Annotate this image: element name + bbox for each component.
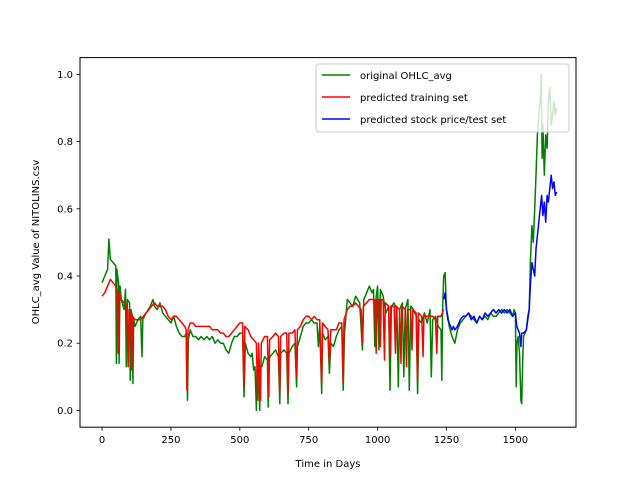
- y-tick-label: 1.0: [57, 70, 73, 81]
- x-tick-label: 500: [230, 435, 249, 446]
- legend-box: [315, 63, 570, 133]
- y-axis-label: OHLC_avg Value of NITOLINS.csv: [31, 160, 42, 325]
- series-line-2: [442, 174, 558, 348]
- legend-label-2: predicted stock price/test set: [360, 115, 506, 126]
- y-tick-label: 0.8: [57, 137, 73, 148]
- x-tick-label: 0: [99, 435, 105, 446]
- plot-frame: [79, 57, 577, 428]
- x-tick-label: 750: [299, 435, 318, 446]
- legend-label-0: original OHLC_avg: [360, 71, 452, 82]
- x-tick-label: 250: [161, 435, 180, 446]
- legend: original OHLC_avg predicted training set p…: [315, 63, 570, 133]
- y-tick-label: 0.6: [57, 204, 73, 215]
- legend-label-1: predicted training set: [360, 93, 468, 104]
- series-line-0: [101, 73, 558, 412]
- y-tick-label: 0.0: [57, 406, 73, 417]
- x-tick-label: 1500: [503, 435, 528, 446]
- x-axis-ticks: 0 250 500 750 1000 1250 1500: [99, 427, 528, 446]
- y-tick-label: 0.4: [57, 272, 73, 283]
- y-tick-label: 0.2: [57, 339, 73, 350]
- x-tick-label: 1000: [365, 435, 390, 446]
- x-axis-label: Time in Days: [295, 459, 361, 470]
- series-line-1: [101, 278, 445, 402]
- x-tick-label: 1250: [434, 435, 459, 446]
- series-layer: [101, 73, 558, 412]
- y-axis-ticks: 0.0 0.2 0.4 0.6 0.8 1.0: [57, 70, 80, 417]
